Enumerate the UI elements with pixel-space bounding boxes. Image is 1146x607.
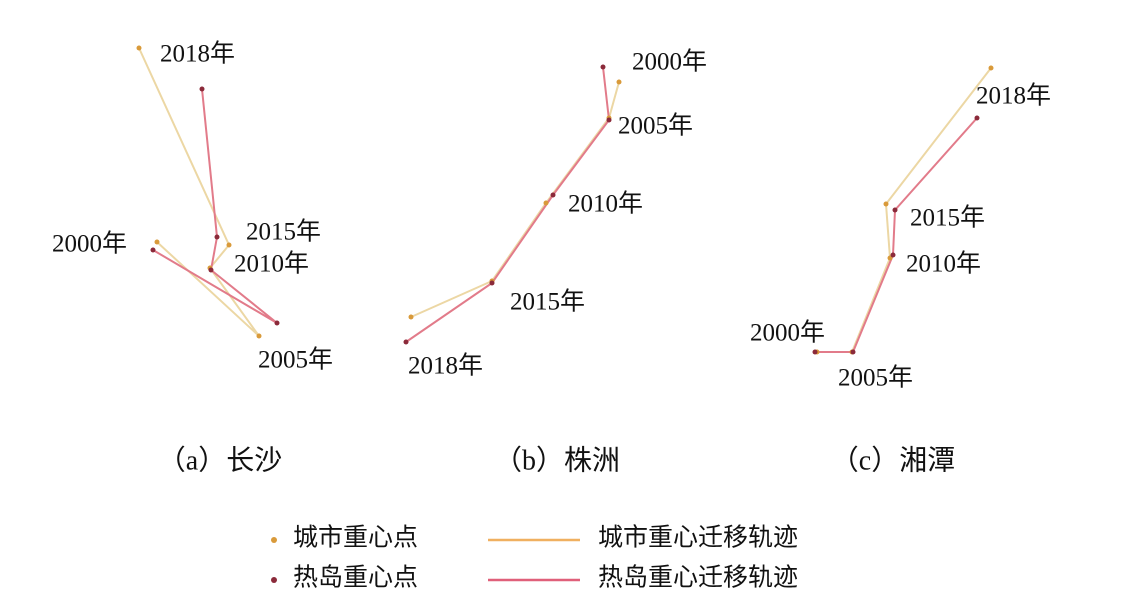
legend-label: 热岛重心点: [293, 564, 418, 592]
heat-points: [812, 115, 980, 355]
panel-caption: （b）株洲: [494, 444, 620, 476]
year-label: 2000年: [52, 230, 127, 258]
panel-b: 2000年 2005年 2010年 2015年 2018年 （b）株洲: [403, 48, 707, 476]
year-label: 2018年: [160, 40, 235, 68]
year-label: 2005年: [258, 346, 333, 374]
panel-c: 2018年 2015年 2010年 2000年 2005年 （c）湘潭: [750, 65, 1051, 476]
year-label: 2005年: [838, 364, 913, 392]
year-label: 2010年: [234, 250, 309, 278]
legend-label: 热岛重心迁移轨迹: [598, 564, 798, 592]
panel-caption: （c）湘潭: [831, 444, 955, 476]
legend-label: 城市重心迁移轨迹: [598, 524, 798, 552]
panel-caption: （a）长沙: [158, 444, 282, 476]
year-label: 2000年: [750, 319, 825, 347]
year-label: 2010年: [906, 250, 981, 278]
heat-trajectory: [152, 88, 278, 324]
year-label: 2000年: [632, 48, 707, 76]
year-label: 2015年: [246, 218, 321, 246]
panel-a: 2018年 2015年 2000年 2010年 2005年 （a）长沙: [52, 40, 333, 477]
year-label: 2010年: [568, 190, 643, 218]
year-label: 2015年: [910, 204, 985, 232]
legend-heat-point: [271, 577, 277, 583]
legend-label: 城市重心点: [293, 524, 418, 552]
year-label: 2018年: [408, 352, 483, 380]
legend: 城市重心点 热岛重心点 城市重心迁移轨迹 热岛重心迁移轨迹: [271, 524, 798, 592]
heat-points: [403, 64, 612, 345]
year-label: 2015年: [510, 288, 585, 316]
year-label: 2018年: [976, 82, 1051, 110]
year-label: 2005年: [618, 112, 693, 140]
heat-points: [150, 86, 280, 326]
legend-city-point: [271, 537, 277, 543]
heat-trajectory: [815, 117, 978, 353]
city-trajectory: [138, 47, 260, 337]
